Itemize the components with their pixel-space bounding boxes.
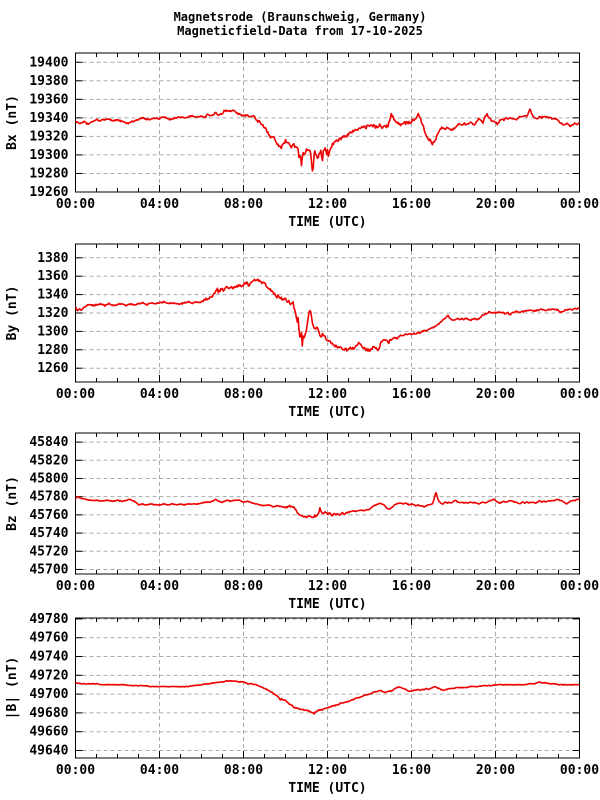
ytick-label: 45800	[29, 471, 68, 486]
plot-by: 1260 1280 1300 1320 1340 1360 1380 00:00 04:00 08…	[5, 243, 599, 420]
plot-border	[75, 52, 580, 193]
xaxis-title: TIME (UTC)	[288, 597, 366, 612]
yaxis-title: By (nT)	[5, 286, 20, 341]
page-title-line1: Magnetsrode (Braunschweig, Germany)	[173, 10, 427, 24]
xtick-label: 20:00	[476, 579, 515, 594]
xtick-label: 00:00	[560, 579, 599, 594]
ytick-label: 45740	[29, 526, 68, 541]
series-by	[75, 278, 580, 353]
ytick-label: 49780	[29, 612, 68, 627]
plot-border	[75, 617, 580, 759]
xaxis-title: TIME (UTC)	[288, 405, 366, 420]
xaxis-title: TIME (UTC)	[288, 781, 366, 796]
xtick-label: 12:00	[308, 387, 347, 402]
ytick-label: 19300	[29, 148, 68, 163]
xtick-label: 20:00	[476, 197, 515, 212]
xtick-label: 08:00	[224, 197, 263, 212]
xtick-label: 20:00	[476, 763, 515, 778]
xtick-label: 00:00	[560, 197, 599, 212]
ytick-label: 49760	[29, 631, 68, 646]
xtick-label: 00:00	[56, 387, 95, 402]
xtick-label: 16:00	[392, 579, 431, 594]
ytick-label: 49720	[29, 668, 68, 683]
xtick-label: 08:00	[224, 387, 263, 402]
page-title-line2: Magneticfield-Data from 17-10-2025	[177, 24, 423, 38]
xtick-label: 00:00	[56, 579, 95, 594]
xtick-label: 04:00	[140, 197, 179, 212]
series-bx	[75, 108, 580, 172]
yaxis-title: |B| (nT)	[5, 657, 20, 720]
ytick-label: 19280	[29, 166, 68, 181]
ytick-label: 1300	[37, 324, 68, 339]
xtick-label: 04:00	[140, 579, 179, 594]
plot-bz: 45700 45720 45740 45760 45780 45800 45820 45840…	[5, 432, 599, 612]
xtick-label: 04:00	[140, 387, 179, 402]
xtick-label: 16:00	[392, 763, 431, 778]
xtick-label: 00:00	[56, 763, 95, 778]
plot-border	[75, 432, 580, 575]
ytick-label: 19400	[29, 55, 68, 70]
ytick-label: 49700	[29, 687, 68, 702]
ytick-label: 19320	[29, 129, 68, 144]
ytick-label: 45780	[29, 490, 68, 505]
ytick-label: 19380	[29, 74, 68, 89]
xtick-label: 16:00	[392, 387, 431, 402]
plot-border	[75, 243, 580, 383]
xtick-label: 00:00	[56, 197, 95, 212]
xtick-label: 08:00	[224, 763, 263, 778]
ytick-label: 1320	[37, 306, 68, 321]
plot-bx: 19260 19280 19300 19320 19340 19360 19380 19400…	[5, 52, 599, 230]
ytick-label: 1340	[37, 288, 68, 303]
series-bz	[75, 491, 580, 519]
xaxis-title: TIME (UTC)	[288, 215, 366, 230]
ytick-label: 1360	[37, 269, 68, 284]
ytick-label: 45720	[29, 544, 68, 559]
xtick-label: 16:00	[392, 197, 431, 212]
xtick-label: 08:00	[224, 579, 263, 594]
ytick-label: 45700	[29, 562, 68, 577]
series-btot	[75, 679, 580, 715]
plot-btot: 49640 49660 49680 49700 49720 49740 49760 49780…	[5, 612, 599, 796]
xtick-label: 00:00	[560, 763, 599, 778]
xtick-label: 12:00	[308, 763, 347, 778]
ytick-label: 19260	[29, 185, 68, 200]
yaxis-title: Bx (nT)	[5, 95, 20, 150]
xtick-label: 20:00	[476, 387, 515, 402]
xtick-label: 00:00	[560, 387, 599, 402]
ytick-label: 1380	[37, 251, 68, 266]
ytick-label: 45760	[29, 508, 68, 523]
ytick-label: 49660	[29, 725, 68, 740]
xtick-label: 12:00	[308, 197, 347, 212]
ytick-label: 49680	[29, 706, 68, 721]
ytick-label: 1280	[37, 343, 68, 358]
ytick-label: 19360	[29, 92, 68, 107]
ytick-label: 19340	[29, 111, 68, 126]
ytick-label: 45820	[29, 453, 68, 468]
ytick-label: 49640	[29, 743, 68, 758]
xtick-label: 12:00	[308, 579, 347, 594]
ytick-label: 1260	[37, 361, 68, 376]
ytick-label: 49740	[29, 650, 68, 665]
xtick-label: 04:00	[140, 763, 179, 778]
yaxis-title: Bz (nT)	[5, 476, 20, 531]
ytick-label: 45840	[29, 435, 68, 450]
